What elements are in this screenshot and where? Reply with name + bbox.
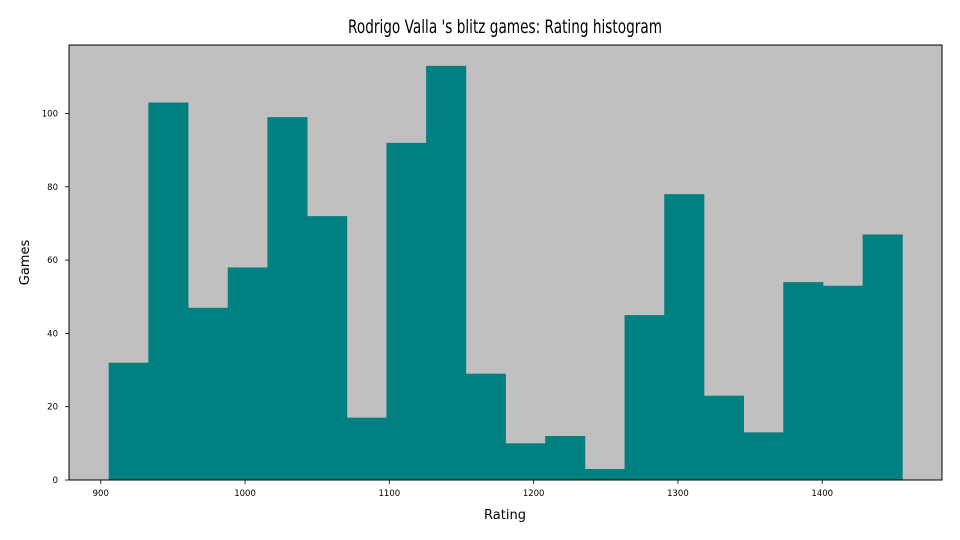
- x-tick-label: 900: [93, 489, 109, 499]
- x-tick-label: 1000: [234, 489, 256, 499]
- y-axis-ticks: 0 20 40 60 80 100: [42, 110, 69, 486]
- y-tick-label: 100: [42, 110, 58, 120]
- histogram-bar: [862, 234, 903, 480]
- histogram-bar: [307, 216, 348, 480]
- histogram-bar: [188, 307, 229, 480]
- x-tick-label: 1400: [811, 489, 833, 499]
- histogram-bar: [108, 362, 149, 480]
- histogram-bar: [584, 469, 625, 480]
- histogram-bar: [227, 267, 268, 480]
- y-tick-label: 40: [47, 329, 58, 339]
- histogram-bar: [386, 142, 427, 480]
- histogram-bar: [664, 194, 705, 480]
- x-tick-label: 1300: [667, 489, 689, 499]
- histogram-bar: [822, 285, 864, 480]
- histogram-bar: [426, 65, 467, 480]
- histogram-bar: [743, 432, 784, 480]
- y-axis-label: Games: [18, 240, 33, 286]
- y-tick-label: 80: [47, 183, 58, 193]
- histogram-bar: [703, 395, 744, 480]
- y-tick-label: 0: [53, 476, 58, 486]
- y-tick-label: 20: [47, 403, 58, 413]
- histogram-bar: [545, 436, 586, 480]
- chart-title: Rodrigo Valla 's blitz games: Rating his…: [348, 16, 662, 38]
- histogram-bar: [624, 315, 665, 480]
- histogram-bar: [505, 443, 546, 480]
- plot-frame: [68, 44, 943, 481]
- x-tick-label: 1200: [523, 489, 545, 499]
- x-axis-label: Rating: [484, 508, 526, 523]
- histogram-bar: [148, 102, 189, 480]
- histogram-bar: [783, 282, 824, 480]
- histogram-bars: [108, 65, 903, 480]
- x-tick-label: 1100: [379, 489, 401, 499]
- histogram-bar: [346, 417, 387, 480]
- histogram-bar: [267, 117, 308, 480]
- x-axis-ticks: 900 1000 1100 1200 1300 1400: [93, 480, 833, 499]
- histogram-bar: [465, 373, 506, 480]
- y-tick-label: 60: [47, 256, 58, 266]
